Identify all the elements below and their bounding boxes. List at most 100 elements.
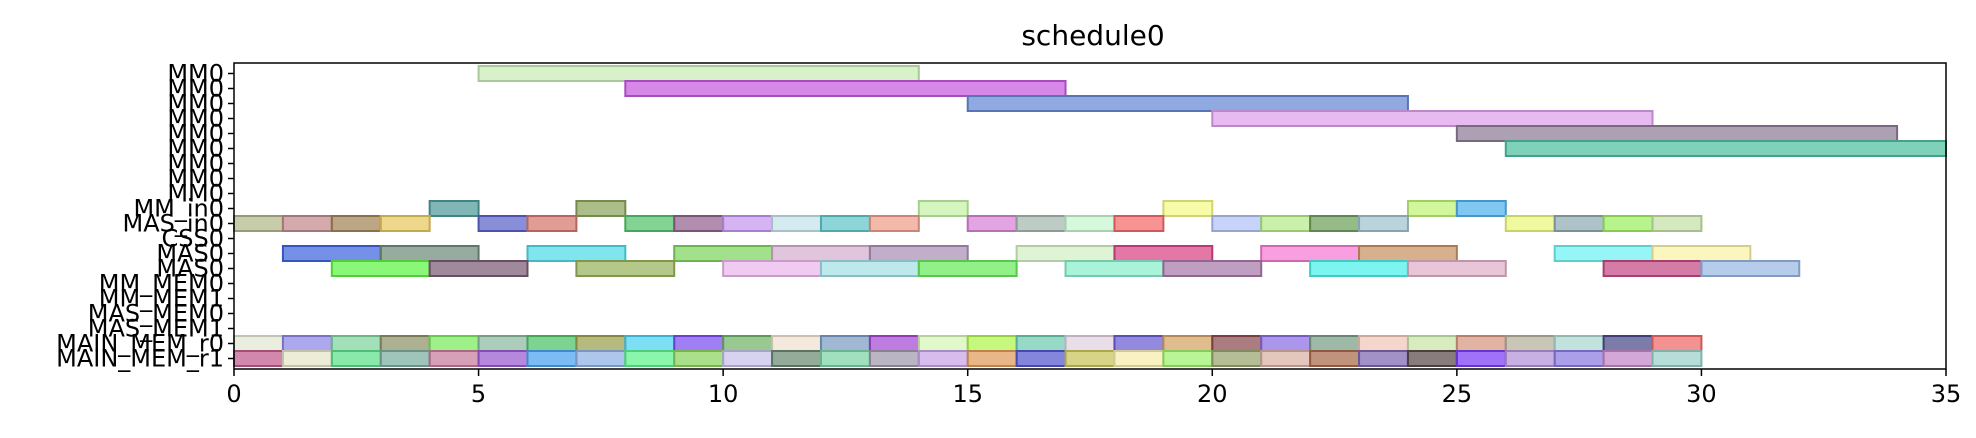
task-bar [1406, 260, 1507, 277]
task-bar [1113, 350, 1165, 367]
task-bar [771, 350, 822, 367]
task-bar [868, 215, 920, 232]
y-tick-label: MM_MEM1 [99, 285, 224, 313]
task-bar [477, 335, 529, 352]
task-bar [1504, 140, 1948, 157]
task-bar [1015, 350, 1067, 367]
task-bar [1553, 215, 1605, 232]
task-bar [1211, 215, 1263, 232]
task-bar [1455, 335, 1507, 352]
task-bar [1358, 350, 1409, 367]
task-bar [673, 245, 774, 262]
task-bar [1651, 245, 1752, 262]
task-bar [1406, 200, 1458, 217]
y-tick-label: MAS0 [156, 255, 224, 283]
task-bar [1211, 350, 1263, 367]
task-bar [819, 260, 920, 277]
y-tick-label: MM0 [167, 105, 224, 133]
task-bar [1553, 245, 1654, 262]
task-bar [1602, 215, 1654, 232]
y-tick-label: CSS0 [162, 225, 225, 253]
bars-layer [233, 65, 1948, 367]
x-tick-label: 0 [226, 380, 241, 408]
y-tick-label: MAS_MEM0 [88, 300, 224, 328]
task-bar [1260, 335, 1312, 352]
task-bar [477, 215, 529, 232]
task-bar [868, 350, 920, 367]
task-bar [1260, 350, 1312, 367]
x-tick-label: 10 [708, 380, 739, 408]
task-bar [1406, 335, 1458, 352]
y-tick-label: MM0 [167, 90, 224, 118]
task-bar [1602, 350, 1654, 367]
task-bar [1651, 215, 1703, 232]
task-bar [966, 335, 1018, 352]
task-bar [1211, 110, 1654, 127]
task-bar [1015, 215, 1067, 232]
task-bar [1504, 350, 1556, 367]
task-bar [624, 215, 676, 232]
task-bar [575, 350, 627, 367]
y-tick-label: MM0 [167, 180, 224, 208]
task-bar [966, 215, 1018, 232]
y-tick-label: MM0 [167, 120, 224, 148]
task-bar [477, 65, 920, 82]
task-bar [233, 335, 284, 352]
task-bar [1064, 215, 1116, 232]
y-axis: MM0MM0MM0MM0MM0MM0MM0MM0MM0MM_in0MAS_in0… [56, 60, 234, 373]
task-bar [1455, 125, 1899, 142]
task-bar [1015, 335, 1067, 352]
task-bar [428, 350, 480, 367]
y-tick-label: MAS_in0 [122, 210, 224, 238]
task-bar [1358, 335, 1409, 352]
task-bar [868, 245, 969, 262]
y-tick-label: MAS_MEM1 [88, 315, 224, 343]
task-bar [1309, 350, 1361, 367]
task-bar [1651, 350, 1703, 367]
task-bar [868, 335, 920, 352]
task-bar [1358, 245, 1458, 262]
task-bar [330, 350, 382, 367]
task-bar [771, 335, 822, 352]
task-bar [1553, 335, 1605, 352]
task-bar [526, 215, 578, 232]
task-bar [917, 260, 1018, 277]
task-bar [428, 335, 480, 352]
task-bar [1162, 260, 1263, 277]
task-bar [1700, 260, 1801, 277]
task-bar [330, 260, 431, 277]
y-tick-label: MM0 [167, 135, 224, 163]
task-bar [1651, 335, 1703, 352]
task-bar [379, 335, 431, 352]
y-tick-label: MM_MEM0 [99, 270, 224, 298]
task-bar [1260, 215, 1312, 232]
task-bar [379, 215, 431, 232]
task-bar [819, 215, 871, 232]
task-bar [1211, 335, 1263, 352]
task-bar [722, 335, 774, 352]
x-tick-label: 25 [1442, 380, 1473, 408]
task-bar [1162, 350, 1214, 367]
task-bar [1064, 350, 1116, 367]
task-bar [966, 95, 1409, 112]
task-bar [771, 245, 871, 262]
task-bar [1064, 335, 1116, 352]
task-bar [575, 260, 676, 277]
task-bar [1309, 335, 1361, 352]
task-bar [624, 350, 676, 367]
plot-frame [233, 62, 1947, 370]
y-tick-label: MAS0 [156, 240, 224, 268]
task-bar [379, 350, 431, 367]
task-bar [917, 350, 969, 367]
task-bar [1504, 215, 1556, 232]
x-tick-label: 30 [1686, 380, 1717, 408]
task-bar [1504, 335, 1556, 352]
task-bar [624, 335, 676, 352]
task-bar [1455, 200, 1507, 217]
task-bar [819, 350, 871, 367]
task-bar [233, 350, 284, 367]
task-bar [233, 215, 284, 232]
task-bar [477, 350, 529, 367]
task-bar [526, 245, 627, 262]
